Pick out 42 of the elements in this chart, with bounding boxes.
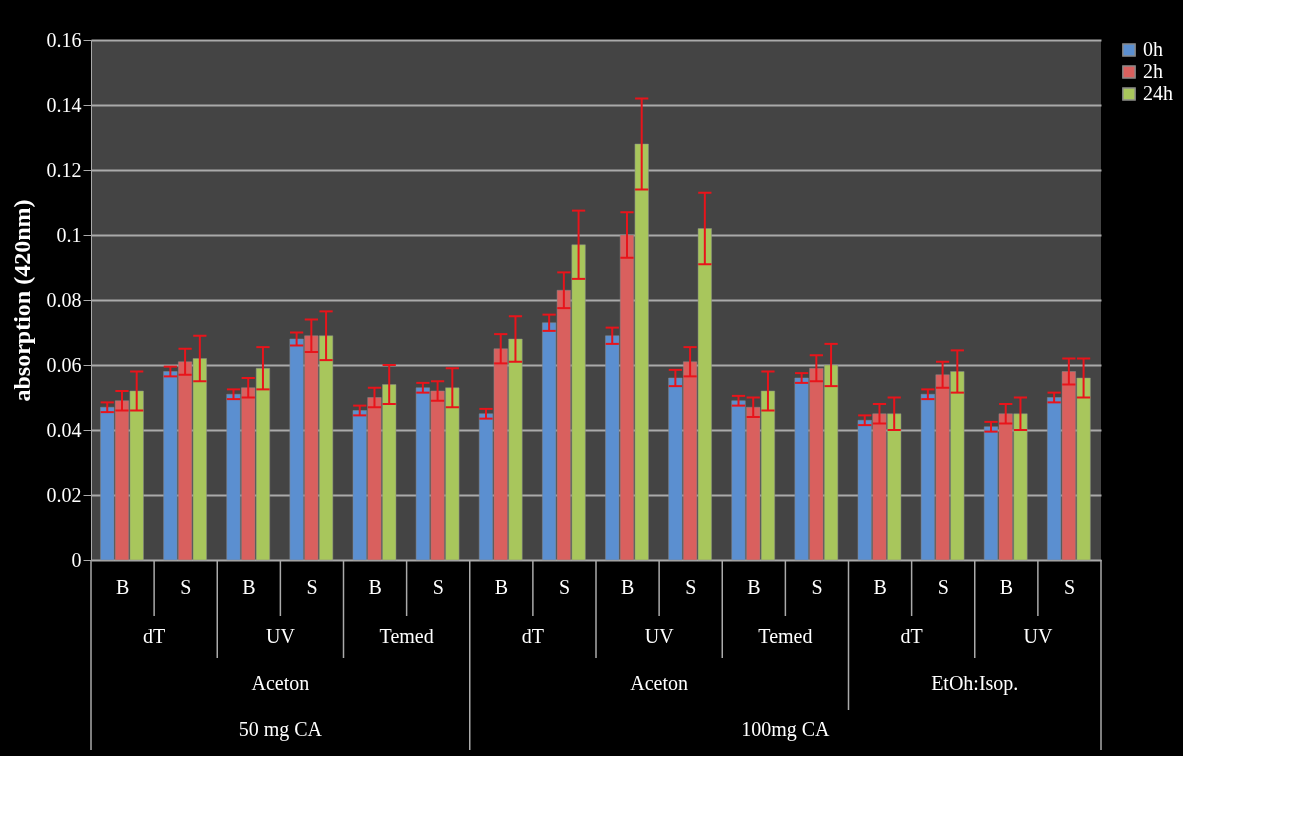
x-tick-label: S [685, 576, 697, 598]
text: Aceton [251, 672, 310, 694]
text: Aceton [630, 672, 689, 694]
x-tick-label: B [115, 576, 130, 598]
y-tick-label: 0.08 [46, 288, 82, 311]
x-tick-label: S [558, 576, 570, 598]
x-tick-label: B [494, 576, 508, 598]
x-tick-label: S [180, 576, 192, 598]
x-tick-label: B [747, 576, 761, 598]
text: 50 mg CA [238, 718, 323, 741]
legend-label: 24h [1143, 82, 1173, 104]
x-tick-label: S [937, 576, 949, 598]
x-tick-label: B [999, 576, 1013, 598]
y-tick-label: 0.02 [46, 483, 82, 506]
x-tick-label: S [1063, 576, 1075, 598]
y-tick-label: 0.04 [46, 418, 82, 441]
y-tick-label: 0.16 [46, 28, 82, 51]
text: dT [521, 625, 544, 647]
text: UV [265, 625, 296, 647]
text: UV [1023, 625, 1053, 647]
x-tick-label: B [368, 576, 382, 598]
y-tick-label: 0.12 [46, 158, 82, 181]
text: UV [644, 625, 675, 647]
y-tick-label: 0.1 [56, 223, 82, 246]
y-tick-label: 0.14 [46, 93, 82, 116]
x-tick-label: S [432, 576, 444, 598]
text: Temed [758, 625, 813, 647]
x-tick-label: B [242, 576, 256, 598]
y-tick-label: 0 [71, 548, 82, 571]
y-tick-label: 0.06 [46, 353, 82, 376]
legend-label: 0h [1143, 38, 1163, 60]
x-tick-label: S [811, 576, 823, 598]
x-tick-label: B [620, 576, 635, 598]
x-tick-label: S [306, 576, 318, 598]
text: dT [143, 625, 166, 647]
legend-label: 2h [1143, 60, 1163, 82]
text: 100mg CA [741, 718, 831, 741]
text: Temed [379, 625, 434, 647]
text: dT [900, 625, 923, 647]
x-tick-label: B [873, 576, 887, 598]
text: EtOh:Isop. [931, 672, 1019, 695]
y-axis-title: absorption (420nm) [8, 199, 35, 402]
